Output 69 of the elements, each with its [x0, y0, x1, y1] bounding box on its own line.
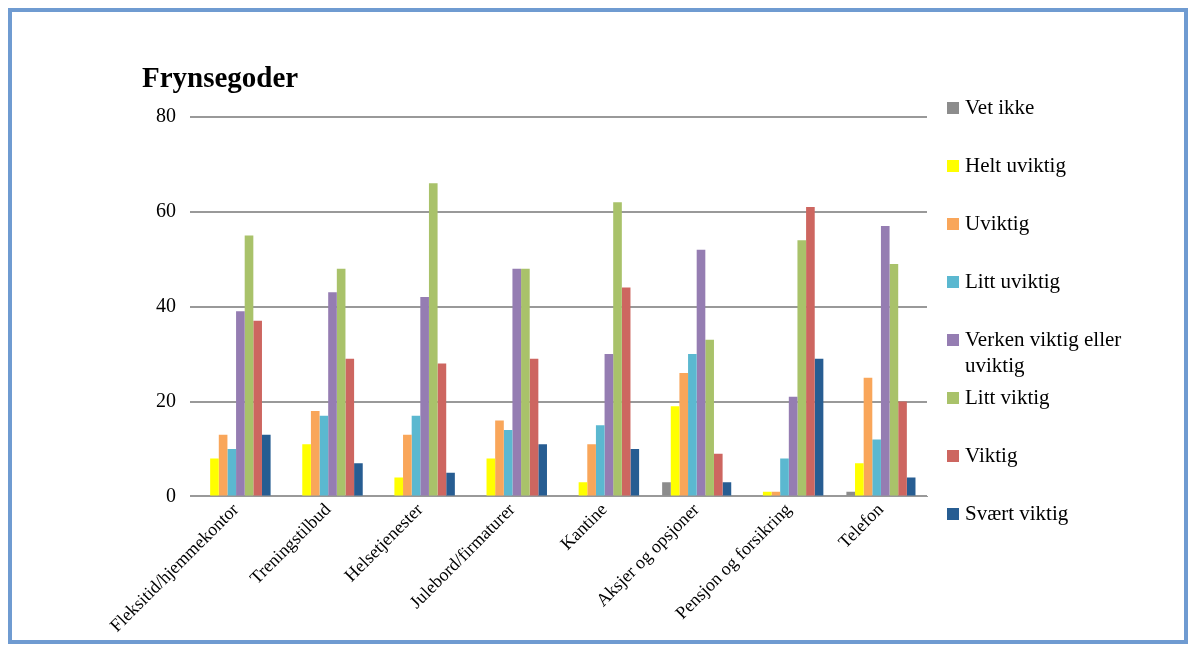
bar [872, 439, 881, 496]
legend-label: Litt uviktig [965, 268, 1061, 294]
bar [253, 320, 262, 496]
y-tick-label: 40 [156, 293, 176, 316]
bar [354, 463, 363, 496]
bar [621, 287, 631, 496]
bar [328, 292, 337, 496]
y-tick-label: 20 [156, 388, 176, 411]
bar [486, 458, 496, 496]
bar [713, 453, 723, 496]
bar [889, 263, 899, 496]
bar [538, 444, 547, 496]
bar [670, 406, 680, 496]
bar [345, 358, 355, 496]
bar [210, 458, 219, 496]
bar [437, 363, 447, 496]
bar [261, 434, 271, 496]
bar [780, 458, 789, 496]
bar [236, 311, 245, 496]
bar [880, 225, 890, 496]
bar [705, 339, 714, 496]
bar [788, 396, 798, 496]
legend-label: Uviktig [965, 210, 1030, 236]
bar [806, 206, 815, 496]
y-tick-label: 0 [166, 483, 176, 506]
bar [797, 240, 807, 496]
bar [863, 377, 873, 496]
bar [310, 411, 320, 496]
bar [906, 477, 916, 496]
bar [613, 202, 622, 496]
chart-title: Frynsegoder [142, 60, 299, 93]
legend-label: Vet ikke [965, 94, 1035, 120]
bar [604, 354, 614, 496]
bar [512, 268, 522, 496]
y-tick-label: 60 [156, 198, 176, 221]
bar [302, 444, 311, 496]
bar [503, 429, 513, 496]
bar [336, 268, 346, 496]
bar [319, 415, 329, 496]
legend-label: Viktig [965, 442, 1018, 468]
bar [587, 444, 596, 496]
bar [420, 297, 429, 496]
bar [495, 420, 504, 496]
bar [814, 358, 824, 496]
legend-label: Helt uviktig [965, 152, 1066, 178]
legend-label: Svært viktig [965, 500, 1069, 526]
bar [722, 482, 732, 496]
bar [244, 235, 254, 496]
bar [218, 434, 228, 496]
y-tick-label: 80 [156, 104, 176, 127]
bar [662, 482, 671, 496]
bar [446, 472, 455, 496]
bar [227, 448, 237, 496]
bar [529, 358, 539, 496]
legend-label: Verken viktig eller uviktig [965, 326, 1123, 378]
bar [428, 183, 438, 496]
bar [630, 448, 640, 496]
bar [394, 477, 404, 496]
bar [411, 415, 421, 496]
bar [403, 434, 412, 496]
bar [679, 373, 689, 496]
bar [688, 354, 697, 496]
bar [696, 249, 706, 496]
bar [521, 268, 530, 496]
legend-label: Litt viktig [965, 384, 1050, 410]
bar [578, 482, 588, 496]
bar [898, 401, 907, 496]
bar [855, 463, 864, 496]
bar [595, 425, 605, 496]
